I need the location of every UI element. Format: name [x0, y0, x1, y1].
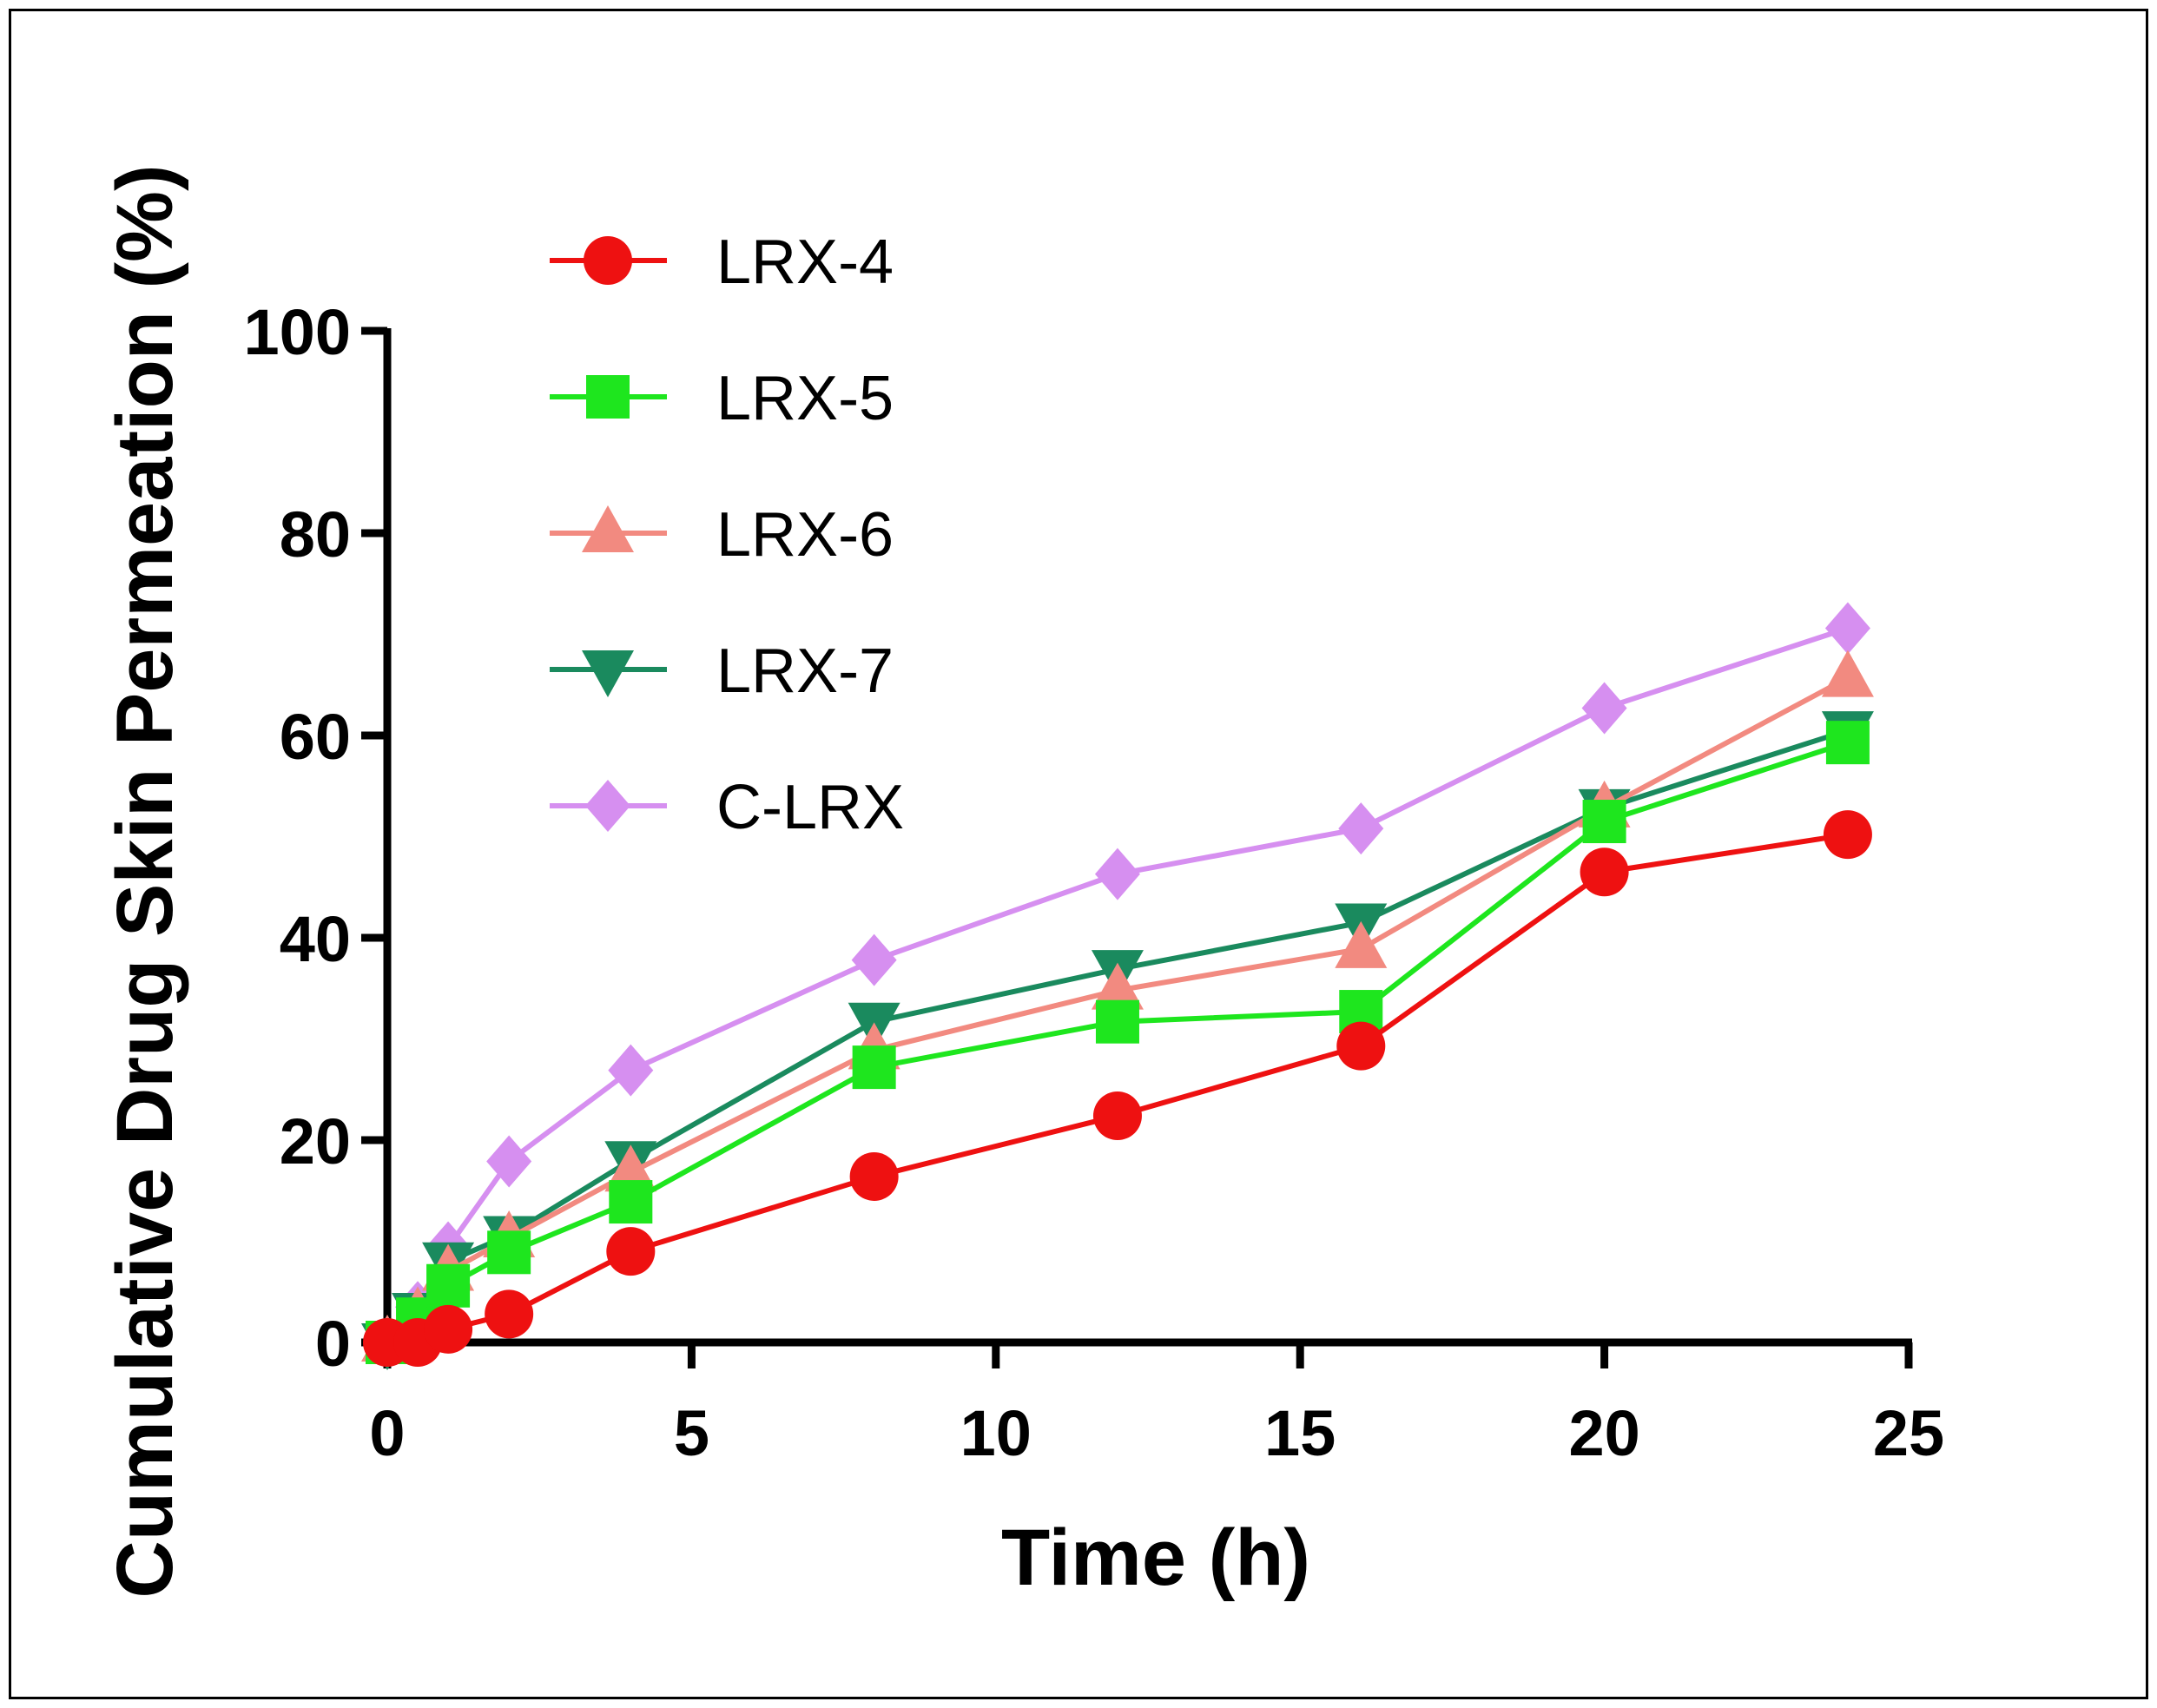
legend-label: LRX-5 [716, 364, 894, 433]
y-tick-label: 40 [280, 903, 351, 975]
data-point-c-lrx [1094, 847, 1140, 900]
legend-marker [582, 505, 634, 552]
data-point-lrx-6 [604, 1144, 657, 1192]
x-tick-label: 20 [1568, 1397, 1639, 1469]
data-point-c-lrx [486, 1135, 532, 1188]
x-tick-label: 25 [1873, 1397, 1944, 1469]
data-point-lrx-5 [487, 1230, 531, 1275]
y-tick-label: 60 [280, 701, 351, 773]
data-point-lrx-4 [1823, 810, 1872, 860]
data-point-c-lrx [1581, 682, 1627, 735]
x-tick-label: 5 [674, 1397, 709, 1469]
data-point-lrx-4 [849, 1151, 899, 1201]
legend-label: C-LRX [716, 773, 904, 842]
data-point-lrx-5 [609, 1180, 653, 1224]
legend-item-lrx-7: LRX-7 [550, 636, 894, 706]
x-tick-label: 0 [369, 1397, 405, 1469]
data-point-lrx-4 [485, 1289, 534, 1339]
data-point-lrx-4 [606, 1227, 656, 1276]
x-axis-title: Time (h) [1001, 1513, 1310, 1602]
data-point-lrx-6 [1091, 962, 1144, 1010]
legend-marker [584, 236, 632, 285]
data-point-lrx-5 [852, 1045, 896, 1090]
legend-item-lrx-4: LRX-4 [550, 228, 894, 297]
x-tick-label: 15 [1264, 1397, 1336, 1469]
data-point-lrx-5 [1582, 800, 1626, 844]
series-lrx-4 [363, 810, 1872, 1367]
legend-label: LRX-6 [716, 500, 894, 570]
legend-marker [586, 375, 630, 419]
data-point-c-lrx [851, 933, 897, 986]
series-lrx-5 [366, 721, 1870, 1364]
legend-label: LRX-4 [716, 228, 894, 297]
y-tick-label: 20 [280, 1105, 351, 1177]
data-point-lrx-4 [1092, 1091, 1142, 1141]
y-tick-label: 100 [244, 296, 351, 368]
legend-item-lrx-6: LRX-6 [550, 500, 894, 570]
data-point-c-lrx [1824, 602, 1870, 655]
figure-frame: 0 20 40 60 80 100 0 5 10 15 20 25 LRX-4 LRX-5 LRX-6 LR… [9, 9, 2148, 1699]
data-point-lrx-5 [426, 1263, 471, 1308]
legend-item-lrx-5: LRX-5 [550, 364, 894, 433]
data-point-lrx-5 [1825, 721, 1870, 765]
data-point-c-lrx [608, 1044, 654, 1097]
data-point-lrx-6 [1821, 650, 1874, 697]
data-point-lrx-4 [424, 1304, 473, 1354]
data-point-lrx-5 [1095, 999, 1139, 1044]
legend-item-c-lrx: C-LRX [550, 773, 904, 842]
legend-marker [585, 780, 630, 832]
x-tick-label: 10 [960, 1397, 1032, 1469]
axes: 0 20 40 60 80 100 0 5 10 15 20 25 [244, 296, 1945, 1469]
data-point-lrx-4 [1336, 1021, 1386, 1071]
y-tick-label: 80 [280, 498, 351, 570]
series-c-lrx [365, 602, 1870, 1368]
data-point-lrx-4 [1580, 847, 1629, 897]
legend-marker [582, 650, 634, 697]
legend-label: LRX-7 [716, 636, 894, 706]
data-point-c-lrx [1338, 802, 1384, 855]
legend: LRX-4 LRX-5 LRX-6 LRX-7 C-LRX [550, 228, 904, 842]
y-axis-title: Cumulative Drug Skin Permeation (%) [101, 164, 189, 1598]
data-point-lrx-6 [1335, 920, 1388, 968]
y-tick-label: 0 [315, 1308, 351, 1380]
series-layer [361, 602, 1874, 1370]
